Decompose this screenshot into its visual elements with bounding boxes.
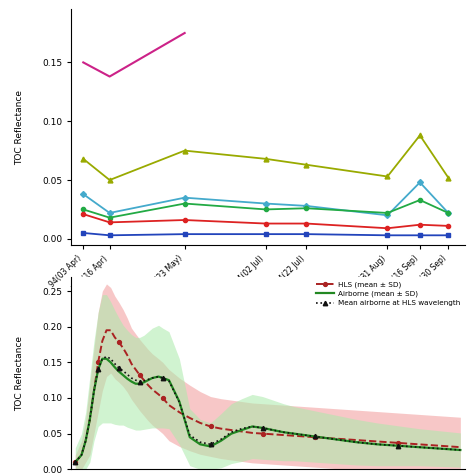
Y-axis label: TOC Reflectance: TOC Reflectance <box>15 90 24 164</box>
X-axis label: Julian day
(b): Julian day (b) <box>242 297 293 319</box>
Y-axis label: TOC Reflectance: TOC Reflectance <box>15 336 24 410</box>
Legend: HLS (mean ± SD), Airborne (mean ± SD), Mean airborne at HLS wavelength: HLS (mean ± SD), Airborne (mean ± SD), M… <box>313 278 463 309</box>
